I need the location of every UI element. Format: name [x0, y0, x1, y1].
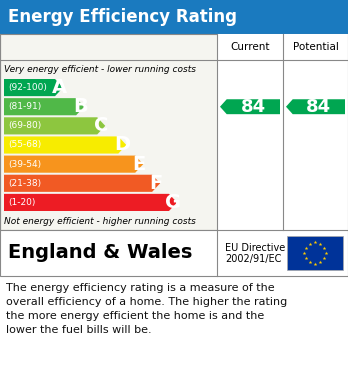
Text: D: D	[114, 136, 130, 154]
Polygon shape	[4, 175, 160, 192]
Polygon shape	[4, 79, 63, 96]
Text: Potential: Potential	[293, 42, 339, 52]
Bar	[0, 0, 348, 34]
Bar	[287, 236, 343, 270]
Polygon shape	[4, 136, 126, 154]
Text: (92-100): (92-100)	[8, 83, 47, 92]
Polygon shape	[4, 117, 105, 135]
Text: G: G	[165, 193, 181, 212]
Text: England & Wales: England & Wales	[8, 244, 192, 262]
Text: C: C	[94, 117, 109, 135]
Text: EU Directive: EU Directive	[225, 243, 285, 253]
Bar	[0, 230, 348, 276]
Polygon shape	[220, 99, 280, 114]
Text: Current: Current	[230, 42, 270, 52]
Text: E: E	[133, 155, 146, 174]
Polygon shape	[4, 98, 84, 115]
Text: Energy Efficiency Rating: Energy Efficiency Rating	[8, 8, 237, 26]
Text: (69-80): (69-80)	[8, 121, 41, 130]
Text: (1-20): (1-20)	[8, 198, 35, 207]
Polygon shape	[4, 156, 143, 173]
Text: (55-68): (55-68)	[8, 140, 41, 149]
Text: Not energy efficient - higher running costs: Not energy efficient - higher running co…	[4, 217, 196, 226]
Text: The energy efficiency rating is a measure of the
overall efficiency of a home. T: The energy efficiency rating is a measur…	[6, 283, 287, 335]
Bar	[0, 34, 348, 230]
Polygon shape	[4, 194, 177, 211]
Text: A: A	[52, 78, 66, 97]
Bar	[217, 34, 348, 230]
Text: (39-54): (39-54)	[8, 160, 41, 169]
Text: 84: 84	[306, 98, 331, 116]
Text: F: F	[150, 174, 163, 193]
Text: 2002/91/EC: 2002/91/EC	[225, 254, 282, 264]
Text: B: B	[73, 97, 88, 116]
Polygon shape	[286, 99, 345, 114]
Text: 84: 84	[241, 98, 266, 116]
Text: Very energy efficient - lower running costs: Very energy efficient - lower running co…	[4, 65, 196, 74]
Text: (21-38): (21-38)	[8, 179, 41, 188]
Text: (81-91): (81-91)	[8, 102, 41, 111]
